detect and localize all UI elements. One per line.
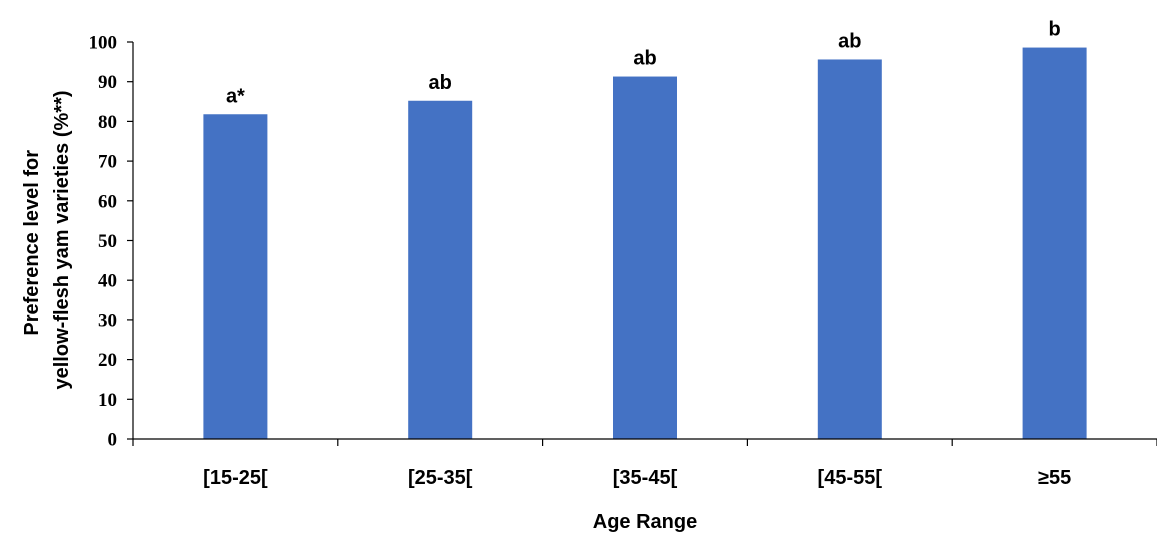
y-axis-title-line-1: Preference level for bbox=[21, 150, 43, 336]
y-tick-label: 60 bbox=[98, 191, 117, 212]
x-axis-ticks: [15-25[ [25-35[ [35-45[ [45-55[ ≥55 bbox=[132, 439, 1157, 489]
bars bbox=[203, 47, 1087, 440]
y-tick-label: 70 bbox=[98, 152, 117, 173]
bar bbox=[203, 114, 268, 439]
x-tick-label: [25-35[ bbox=[408, 467, 473, 489]
bar-significance-label: ab bbox=[838, 30, 861, 52]
y-tick-label: 0 bbox=[108, 430, 118, 451]
x-tick-label: ≥55 bbox=[1038, 467, 1071, 489]
y-tick-label: 40 bbox=[98, 271, 117, 292]
x-tick-label: [35-45[ bbox=[613, 467, 678, 489]
y-tick-label: 10 bbox=[98, 390, 117, 411]
x-tick-label: [15-25[ bbox=[203, 467, 268, 489]
bar-significance-label: ab bbox=[633, 48, 656, 70]
bar bbox=[1022, 47, 1087, 440]
y-axis-title: Preference level for yellow-flesh yam va… bbox=[21, 90, 73, 389]
bar bbox=[408, 100, 473, 440]
x-tick-label: [45-55[ bbox=[818, 467, 883, 489]
y-tick-label: 20 bbox=[98, 350, 117, 371]
y-tick-label: 90 bbox=[98, 72, 117, 93]
bar-significance-label: ab bbox=[429, 72, 452, 94]
bar bbox=[613, 76, 677, 439]
x-axis-title: Age Range bbox=[593, 511, 697, 533]
bar-significance-label: b bbox=[1048, 19, 1060, 41]
y-tick-label: 80 bbox=[98, 112, 117, 133]
y-tick-label: 50 bbox=[98, 231, 117, 252]
bar bbox=[817, 59, 882, 440]
y-tick-label: 100 bbox=[89, 33, 118, 54]
bar-significance-label: a* bbox=[226, 85, 245, 107]
y-tick-label: 30 bbox=[98, 310, 117, 331]
bar-labels: a* ab ab ab b bbox=[226, 19, 1061, 108]
y-axis-ticks: 0 10 20 30 40 50 60 70 80 90 100 bbox=[89, 33, 133, 451]
y-axis-title-line-2: yellow-flesh yam varieties (%**) bbox=[51, 90, 73, 389]
